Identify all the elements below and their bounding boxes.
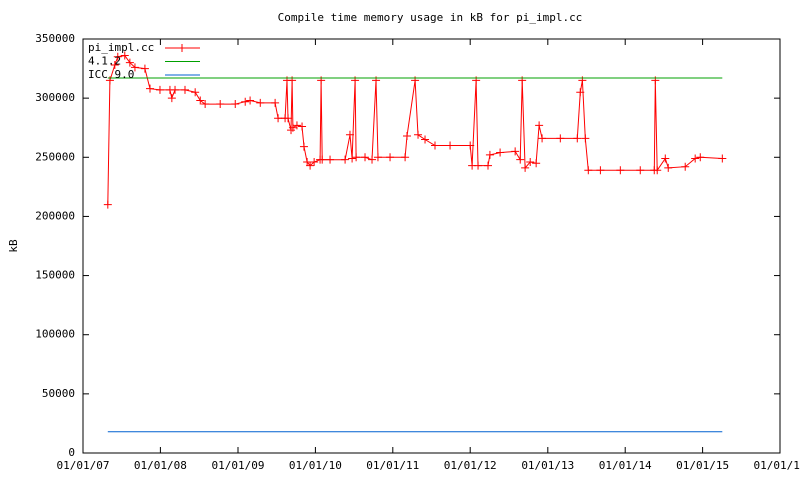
x-tick-label: 01/01/09: [212, 459, 265, 472]
point-marker: [348, 154, 357, 163]
point-marker: [241, 97, 250, 106]
y-tick-label: 0: [68, 446, 75, 459]
point-marker: [616, 166, 625, 175]
point-marker: [485, 150, 494, 159]
point-marker: [103, 200, 112, 209]
point-marker: [584, 166, 593, 175]
chart-title: Compile time memory usage in kB for pi_i…: [278, 11, 583, 24]
point-marker: [201, 100, 210, 109]
point-marker: [140, 64, 149, 73]
plot-frame: [82, 38, 781, 454]
point-marker: [130, 63, 139, 72]
y-tick-label: 50000: [42, 387, 75, 400]
point-marker: [341, 155, 350, 164]
point-marker: [284, 114, 293, 123]
point-marker: [196, 96, 205, 105]
point-marker: [691, 154, 700, 163]
point-marker: [120, 51, 129, 60]
point-marker: [298, 122, 307, 131]
legend-label: ICC 9.0: [88, 68, 134, 81]
point-marker: [421, 135, 430, 144]
point-marker: [466, 141, 475, 150]
x-tick-label: 01/01/12: [444, 459, 497, 472]
point-marker: [681, 162, 690, 171]
point-marker: [511, 147, 520, 156]
x-tick-label: 01/01/16: [754, 459, 800, 472]
point-marker: [113, 52, 122, 61]
point-marker: [180, 85, 189, 94]
point-marker: [216, 100, 225, 109]
point-marker: [256, 98, 265, 107]
point-marker: [403, 131, 412, 140]
point-marker: [496, 148, 505, 157]
legend-marker: [178, 44, 186, 52]
x-tick-label: 01/01/07: [57, 459, 110, 472]
point-marker: [664, 163, 673, 172]
point-marker: [318, 155, 327, 164]
y-tick-label: 200000: [35, 209, 75, 222]
point-marker: [414, 130, 423, 139]
x-tick-label: 01/01/11: [366, 459, 419, 472]
point-marker: [368, 155, 377, 164]
x-tick-label: 01/01/08: [134, 459, 187, 472]
point-marker: [167, 94, 176, 103]
point-marker: [401, 153, 410, 162]
legend-label: 4.1.2: [88, 55, 121, 68]
y-tick-label: 250000: [35, 150, 75, 163]
point-marker: [532, 159, 541, 168]
y-tick-label: 300000: [35, 91, 75, 104]
point-marker: [718, 154, 727, 163]
x-tick-label: 01/01/13: [521, 459, 574, 472]
point-marker: [535, 121, 544, 130]
x-tick-label: 01/01/15: [676, 459, 729, 472]
point-marker: [373, 153, 382, 162]
point-marker: [326, 155, 335, 164]
point-marker: [573, 134, 582, 143]
legend-label: pi_impl.cc: [88, 41, 154, 54]
point-marker: [125, 58, 134, 67]
point-marker: [246, 96, 255, 105]
point-marker: [538, 134, 547, 143]
y-tick-label: 150000: [35, 269, 75, 282]
y-tick-label: 100000: [35, 328, 75, 341]
point-marker: [110, 61, 119, 70]
point-marker: [191, 88, 200, 97]
point-marker: [556, 134, 565, 143]
point-marker: [155, 85, 164, 94]
point-marker: [474, 161, 483, 170]
point-marker: [352, 153, 361, 162]
point-marker: [653, 166, 662, 175]
point-marker: [146, 84, 155, 93]
point-marker: [661, 154, 670, 163]
point-marker: [171, 85, 180, 94]
point-marker: [288, 123, 297, 132]
point-marker: [231, 100, 240, 109]
point-marker: [526, 158, 535, 167]
y-tick-label: 350000: [35, 32, 75, 45]
point-marker: [636, 166, 645, 175]
point-marker: [446, 141, 455, 150]
x-tick-label: 01/01/14: [599, 459, 652, 472]
point-marker: [521, 163, 530, 172]
point-marker: [310, 158, 319, 167]
point-marker: [306, 161, 315, 170]
x-tick-label: 01/01/10: [289, 459, 342, 472]
point-marker: [386, 153, 395, 162]
point-marker: [345, 130, 354, 139]
point-marker: [596, 166, 605, 175]
point-marker: [576, 88, 585, 97]
point-marker: [271, 98, 280, 107]
point-marker: [581, 134, 590, 143]
point-marker: [299, 142, 308, 151]
point-marker: [430, 141, 439, 150]
point-marker: [516, 155, 525, 164]
point-marker: [292, 121, 301, 130]
point-marker: [484, 161, 493, 170]
point-marker: [274, 114, 283, 123]
point-marker: [696, 153, 705, 162]
y-axis-label: kB: [7, 239, 20, 253]
point-marker: [361, 153, 370, 162]
